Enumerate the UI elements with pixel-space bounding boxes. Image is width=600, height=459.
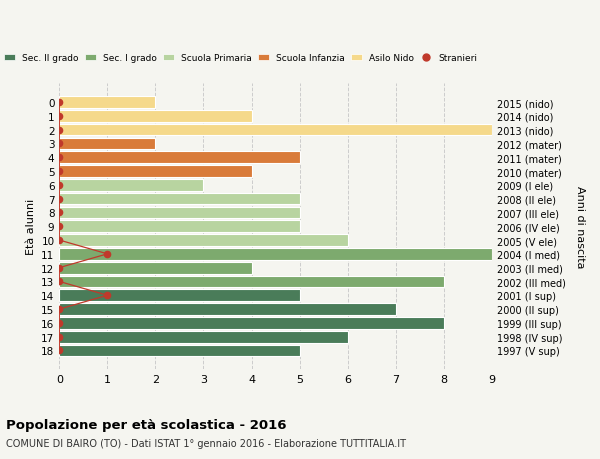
Bar (59, 207, 299, 219)
Bar (59, 262, 251, 274)
Bar (59, 235, 347, 246)
Bar (59, 166, 251, 178)
Text: COMUNE DI BAIRO (TO) - Dati ISTAT 1° gennaio 2016 - Elaborazione TUTTITALIA.IT: COMUNE DI BAIRO (TO) - Dati ISTAT 1° gen… (6, 438, 406, 448)
Bar (59, 138, 155, 150)
Y-axis label: Anni di nascita: Anni di nascita (575, 185, 585, 268)
Bar (59, 276, 444, 288)
Bar (59, 345, 299, 357)
Bar (59, 124, 492, 136)
Bar (59, 290, 299, 302)
Y-axis label: Età alunni: Età alunni (26, 199, 35, 255)
Text: Popolazione per età scolastica - 2016: Popolazione per età scolastica - 2016 (6, 418, 287, 431)
Bar (59, 152, 299, 164)
Bar (59, 303, 396, 315)
Bar (59, 179, 203, 191)
Bar (59, 221, 299, 233)
Bar (59, 193, 299, 205)
Bar (59, 248, 492, 260)
Bar (59, 111, 251, 123)
Legend: Sec. II grado, Sec. I grado, Scuola Primaria, Scuola Infanzia, Asilo Nido, Stran: Sec. II grado, Sec. I grado, Scuola Prim… (1, 51, 481, 66)
Bar (59, 317, 444, 329)
Bar (59, 97, 155, 109)
Bar (59, 331, 347, 343)
